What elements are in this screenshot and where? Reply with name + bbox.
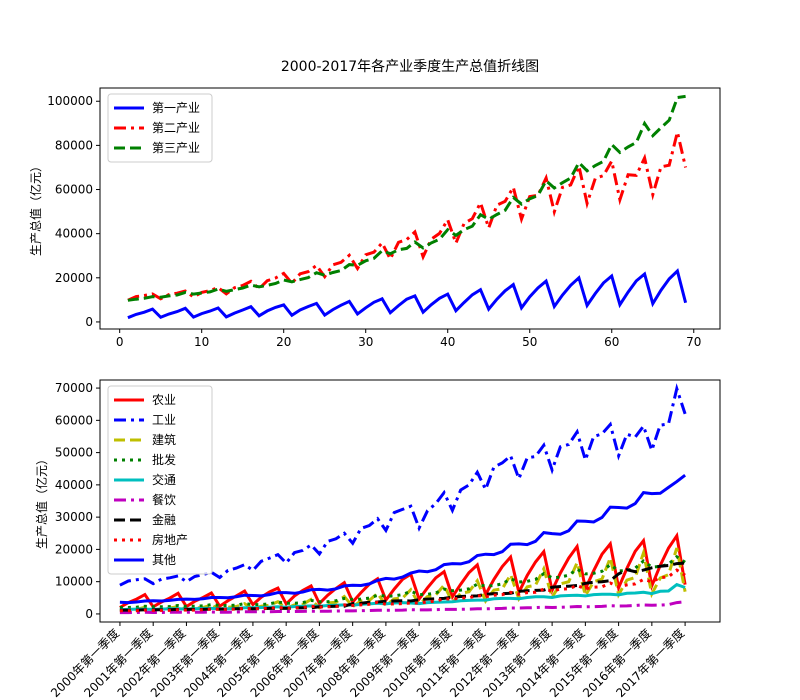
y-tick-label: 0 [85, 315, 93, 329]
y-tick-label: 100000 [47, 94, 93, 108]
x-tick-label: 40 [440, 335, 455, 349]
series-line [127, 94, 686, 302]
y-tick-label: 20000 [55, 542, 93, 556]
x-tick-label: 0 [116, 335, 124, 349]
y-axis-label: 生产总值（亿元） [28, 160, 43, 256]
series-line [119, 561, 686, 612]
x-tick-label: 50 [522, 335, 537, 349]
legend-label: 工业 [152, 413, 176, 427]
x-tick-label: 30 [358, 335, 373, 349]
legend-label: 批发 [152, 452, 176, 467]
legend-box [107, 385, 213, 575]
legend-label: 农业 [152, 393, 176, 407]
legend-label: 餐饮 [152, 492, 176, 507]
legend-label: 第三产业 [152, 141, 200, 155]
legend-label: 第一产业 [152, 101, 200, 115]
plot-area [127, 94, 688, 320]
plot-area [119, 383, 687, 615]
y-tick-label: 60000 [55, 413, 93, 427]
x-tick-label: 10 [194, 335, 209, 349]
legend-label: 建筑 [152, 432, 176, 447]
legend-label: 第二产业 [152, 121, 200, 135]
x-tick-label: 60 [604, 335, 619, 349]
series-line [119, 547, 687, 613]
legend-label: 金融 [152, 512, 176, 527]
legend-label: 其他 [152, 553, 176, 567]
x-tick-label: 20 [276, 335, 291, 349]
y-tick-label: 40000 [55, 478, 93, 492]
y-tick-label: 10000 [55, 575, 93, 589]
y-tick-label: 60000 [55, 183, 93, 197]
series-line [119, 600, 686, 615]
legend-label: 房地产 [152, 532, 188, 547]
y-tick-label: 80000 [55, 138, 93, 152]
series-line [127, 131, 688, 302]
series-line [119, 474, 687, 605]
y-tick-label: 70000 [55, 381, 93, 395]
series-line [119, 582, 686, 612]
y-tick-label: 50000 [55, 446, 93, 460]
y-tick-label: 30000 [55, 510, 93, 524]
x-tick-label: 70 [686, 335, 701, 349]
chart-title: 2000-2017年各产业季度生产总值折线图 [281, 59, 539, 75]
legend-label: 交通 [152, 472, 176, 487]
axes-frame [99, 87, 721, 330]
y-tick-label: 0 [85, 607, 93, 621]
y-tick-label: 20000 [55, 271, 93, 285]
axes-frame [99, 379, 721, 623]
series-line [119, 383, 687, 587]
y-axis-label: 生产总值（亿元） [34, 453, 49, 549]
y-tick-label: 40000 [55, 227, 93, 241]
series-line [127, 268, 688, 320]
legend-box [107, 93, 213, 163]
